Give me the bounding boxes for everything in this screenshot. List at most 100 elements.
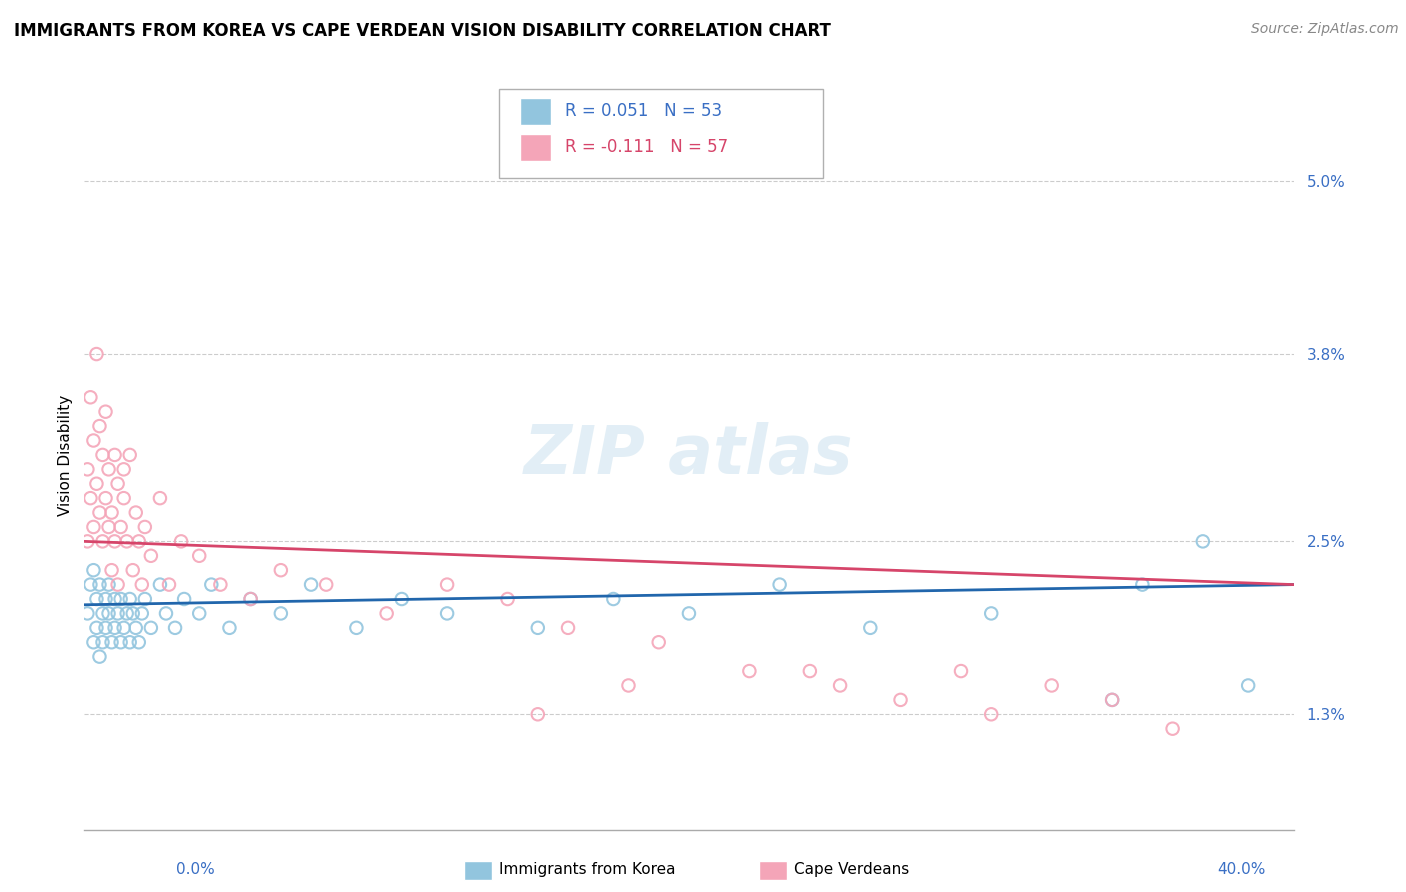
Point — [118, 635, 141, 649]
Point — [299, 577, 322, 591]
Point — [890, 693, 912, 707]
Point — [769, 577, 792, 591]
Point — [104, 621, 127, 635]
Point — [91, 635, 114, 649]
Point — [980, 607, 1002, 621]
Point — [100, 563, 122, 577]
Text: R = -0.111   N = 57: R = -0.111 N = 57 — [565, 138, 728, 156]
Point — [1130, 577, 1153, 591]
Point — [89, 419, 111, 434]
Point — [118, 592, 141, 607]
Point — [76, 534, 98, 549]
Point — [375, 607, 398, 621]
Point — [131, 607, 153, 621]
Point — [131, 577, 153, 591]
Point — [139, 549, 162, 563]
Point — [218, 621, 240, 635]
Text: Source: ZipAtlas.com: Source: ZipAtlas.com — [1251, 22, 1399, 37]
Point — [89, 577, 111, 591]
Point — [121, 607, 143, 621]
Point — [950, 664, 973, 678]
Point — [91, 448, 114, 462]
Point — [89, 506, 111, 520]
Point — [1101, 693, 1123, 707]
Point — [104, 534, 127, 549]
Point — [527, 621, 550, 635]
Point — [112, 491, 135, 505]
Point — [79, 491, 101, 505]
Point — [86, 476, 108, 491]
Point — [94, 592, 117, 607]
Point — [128, 635, 150, 649]
Point — [82, 434, 104, 448]
Point — [830, 678, 852, 692]
Point — [602, 592, 624, 607]
Point — [97, 577, 120, 591]
Point — [209, 577, 232, 591]
Point — [125, 621, 148, 635]
Point — [738, 664, 761, 678]
Point — [436, 607, 458, 621]
Point — [94, 621, 117, 635]
Point — [188, 549, 211, 563]
Point — [557, 621, 579, 635]
Point — [110, 635, 132, 649]
Point — [527, 707, 550, 722]
Point — [1101, 693, 1123, 707]
Point — [125, 506, 148, 520]
Point — [346, 621, 368, 635]
Text: 40.0%: 40.0% — [1218, 863, 1265, 877]
Text: Immigrants from Korea: Immigrants from Korea — [499, 863, 676, 877]
Point — [104, 592, 127, 607]
Point — [97, 462, 120, 476]
Point — [86, 592, 108, 607]
Point — [496, 592, 519, 607]
Point — [107, 476, 129, 491]
Point — [436, 577, 458, 591]
Point — [115, 534, 138, 549]
Point — [980, 707, 1002, 722]
Point — [100, 635, 122, 649]
Point — [157, 577, 180, 591]
Point — [170, 534, 193, 549]
Point — [239, 592, 262, 607]
Point — [315, 577, 337, 591]
Point — [112, 462, 135, 476]
Point — [79, 390, 101, 404]
Text: IMMIGRANTS FROM KOREA VS CAPE VERDEAN VISION DISABILITY CORRELATION CHART: IMMIGRANTS FROM KOREA VS CAPE VERDEAN VI… — [14, 22, 831, 40]
Point — [799, 664, 821, 678]
Point — [76, 607, 98, 621]
Point — [100, 506, 122, 520]
Text: R = 0.051   N = 53: R = 0.051 N = 53 — [565, 103, 723, 120]
Point — [134, 592, 156, 607]
Point — [91, 534, 114, 549]
Point — [112, 621, 135, 635]
Point — [139, 621, 162, 635]
Point — [391, 592, 413, 607]
Point — [97, 520, 120, 534]
Point — [94, 405, 117, 419]
Point — [270, 607, 292, 621]
Point — [76, 462, 98, 476]
Point — [110, 592, 132, 607]
Point — [134, 520, 156, 534]
Point — [1161, 722, 1184, 736]
Y-axis label: Vision Disability: Vision Disability — [58, 394, 73, 516]
Point — [94, 491, 117, 505]
Point — [149, 577, 172, 591]
Point — [239, 592, 262, 607]
Point — [86, 347, 108, 361]
Point — [118, 448, 141, 462]
Point — [121, 563, 143, 577]
Point — [91, 607, 114, 621]
Point — [104, 448, 127, 462]
Point — [648, 635, 671, 649]
Point — [110, 520, 132, 534]
Point — [1040, 678, 1063, 692]
Point — [107, 607, 129, 621]
Point — [97, 607, 120, 621]
Point — [1192, 534, 1215, 549]
Text: ZIP atlas: ZIP atlas — [524, 422, 853, 488]
Point — [128, 534, 150, 549]
Point — [200, 577, 222, 591]
